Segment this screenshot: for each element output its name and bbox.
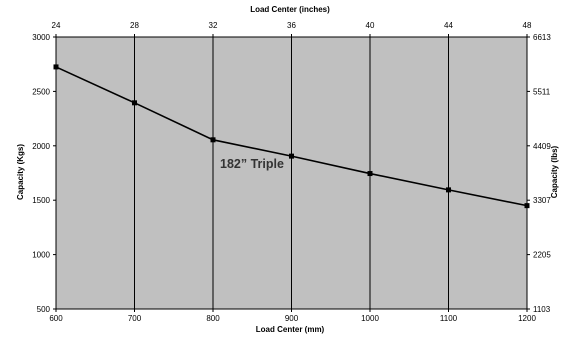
y2-tick-label: 2205 [533, 251, 551, 260]
y2-tick-label: 4409 [533, 142, 551, 151]
y-tick-label: 2500 [32, 87, 50, 96]
data-point [210, 137, 216, 143]
x-tick-label: 700 [128, 314, 142, 323]
x-tick-label: 900 [285, 314, 299, 323]
x-tick-label: 800 [206, 314, 220, 323]
y2-tick-label: 6613 [533, 33, 551, 42]
series-layer [53, 64, 530, 209]
tick-labels: 600 24 700 28 800 32 900 36 1000 40 1100 44 1200 48 50… [32, 21, 551, 323]
data-point [132, 100, 137, 106]
x-tick-label: 1200 [518, 314, 536, 323]
y-tick-label: 3000 [32, 33, 50, 42]
y2-tick-label: 3307 [533, 196, 551, 205]
y-tick-label: 500 [37, 305, 51, 314]
y-tick-label: 2000 [32, 142, 50, 151]
y-tick-label: 1500 [32, 196, 50, 205]
x-tick-label: 600 [49, 314, 63, 323]
data-point [53, 64, 59, 70]
y-axis-title: Capacity (Kgs) [16, 144, 25, 200]
y2-tick-label: 1103 [533, 305, 551, 314]
y-tick-label: 1000 [32, 251, 50, 260]
x2-tick-label: 32 [209, 21, 218, 30]
data-point [524, 203, 530, 209]
x2-tick-label: 48 [523, 21, 532, 30]
data-point [289, 153, 294, 159]
top-axis-title: Load Center (inches) [250, 5, 330, 14]
x-tick-label: 1000 [361, 314, 379, 323]
x2-tick-label: 28 [130, 21, 139, 30]
x2-tick-label: 44 [444, 21, 453, 30]
right-axis-title: Capacity (lbs) [550, 145, 559, 198]
x2-tick-label: 40 [366, 21, 375, 30]
data-point [446, 187, 451, 193]
x-axis-title: Load Center (mm) [256, 325, 325, 334]
data-point [367, 171, 373, 177]
x2-tick-label: 24 [52, 21, 61, 30]
series-annotation: 182” Triple [220, 157, 284, 171]
y2-tick-label: 5511 [533, 87, 551, 96]
x2-tick-label: 36 [287, 21, 296, 30]
tick-marks [53, 34, 530, 312]
x-tick-label: 1100 [440, 314, 458, 323]
